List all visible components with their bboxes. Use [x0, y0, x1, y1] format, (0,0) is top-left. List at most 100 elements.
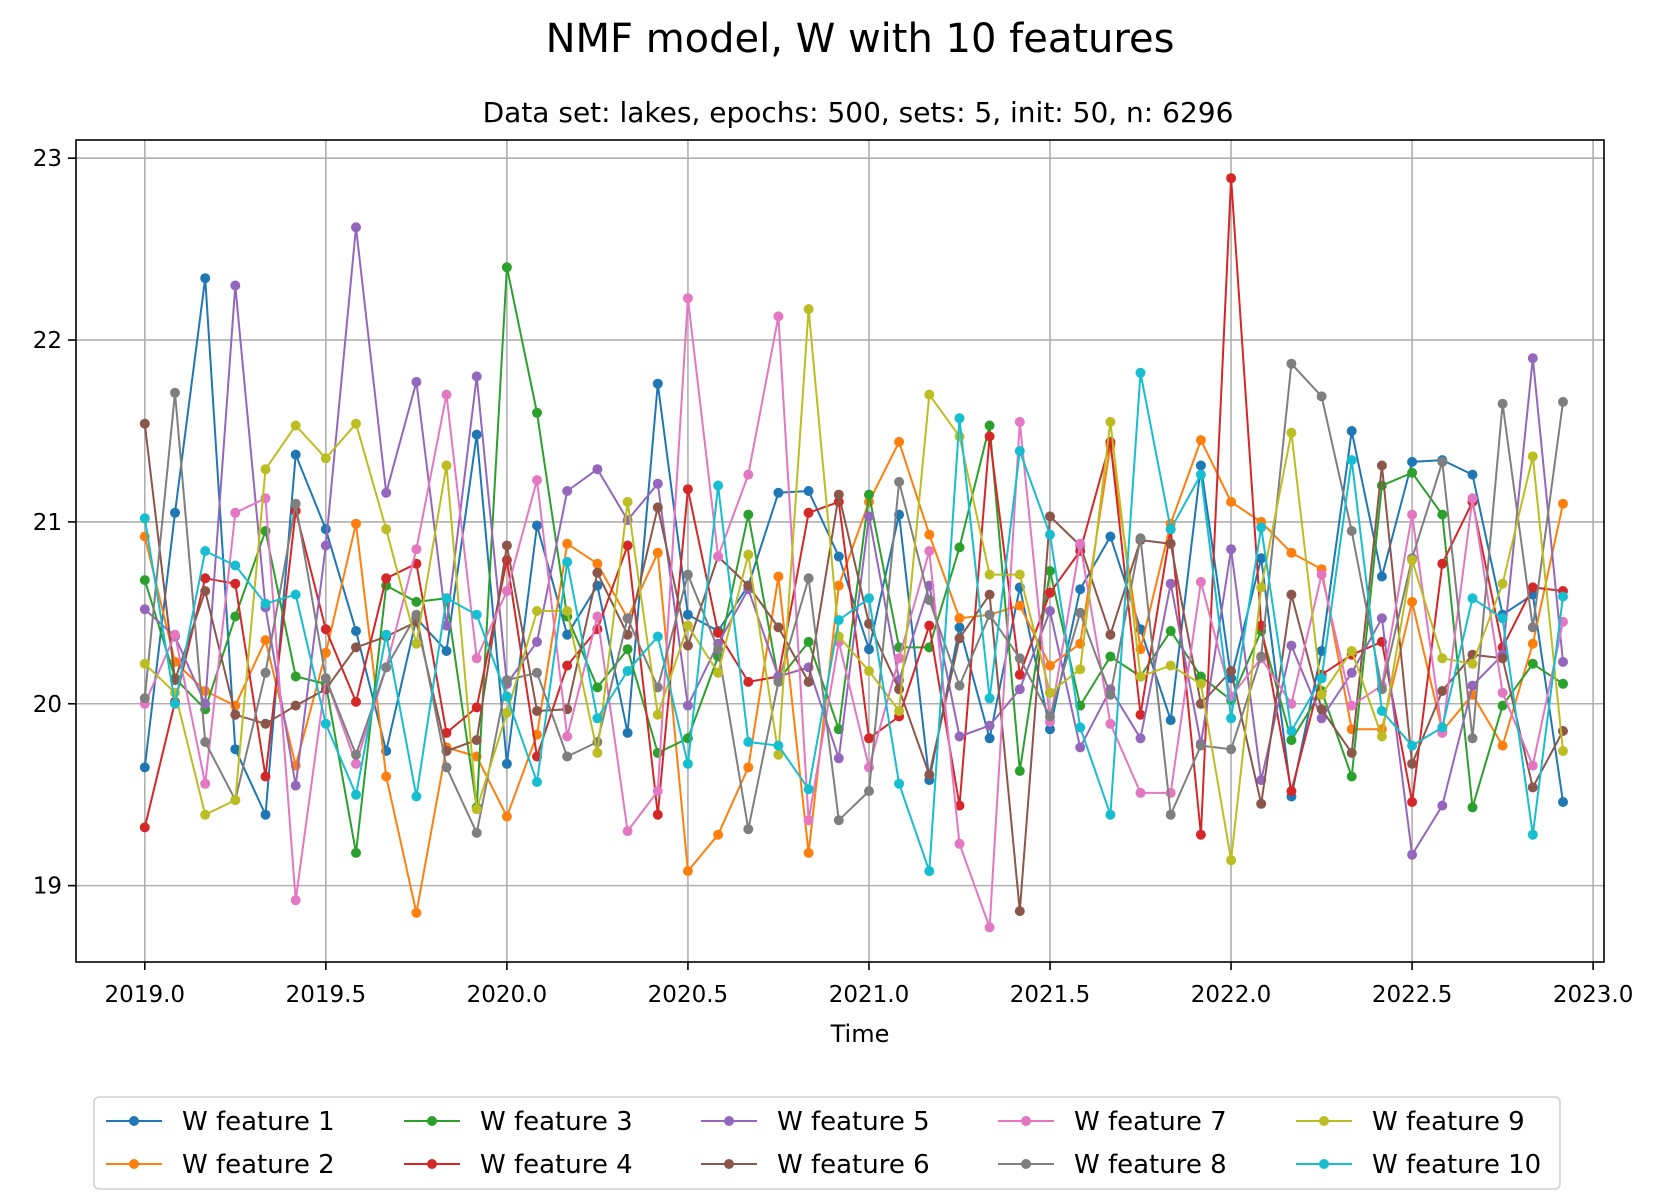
- data-point: [411, 544, 422, 555]
- data-point: [1316, 673, 1327, 684]
- data-point: [411, 638, 422, 649]
- data-point: [954, 731, 965, 742]
- data-point: [200, 737, 211, 747]
- x-tick-label: 2020.0: [467, 982, 547, 1008]
- data-point: [1165, 809, 1176, 820]
- data-point: [1045, 529, 1055, 540]
- data-point: [441, 620, 452, 631]
- data-point: [1105, 416, 1116, 427]
- data-point: [1286, 547, 1297, 558]
- data-point: [1407, 467, 1418, 478]
- x-axis-ticks: 2019.0 2019.5 2020.0 2020.5 2021.0 2021.5 2022…: [105, 962, 1633, 1008]
- data-point: [441, 593, 452, 604]
- data-point: [170, 507, 180, 518]
- data-point: [984, 431, 995, 442]
- data-point: [1497, 613, 1508, 624]
- data-point: [592, 682, 603, 693]
- data-point: [894, 706, 905, 716]
- legend-item: W feature 7: [998, 1107, 1227, 1137]
- data-point: [773, 571, 784, 582]
- data-point: [170, 387, 180, 398]
- x-tick-label: 2020.5: [648, 982, 728, 1008]
- data-point: [1346, 426, 1357, 436]
- data-point: [501, 811, 512, 822]
- data-point: [501, 707, 512, 718]
- data-point: [1527, 782, 1538, 793]
- data-point: [1135, 733, 1146, 744]
- data-point: [713, 480, 724, 491]
- data-point: [1467, 493, 1478, 504]
- legend-marker: [724, 1159, 734, 1169]
- legend-item: W feature 2: [106, 1150, 335, 1180]
- data-point: [1467, 658, 1478, 669]
- data-point: [1014, 446, 1025, 456]
- data-point: [1286, 698, 1297, 709]
- data-point: [954, 413, 965, 424]
- data-point: [924, 620, 935, 631]
- data-point: [532, 706, 542, 716]
- data-point: [230, 709, 241, 720]
- data-point: [743, 549, 754, 560]
- data-point: [471, 429, 482, 440]
- data-point: [1376, 613, 1387, 624]
- data-point: [833, 489, 844, 500]
- data-point: [652, 682, 663, 693]
- data-point: [320, 540, 331, 551]
- data-point: [1075, 584, 1086, 595]
- data-point: [139, 822, 150, 833]
- data-point: [501, 262, 512, 273]
- data-point: [652, 547, 663, 558]
- data-point: [1105, 809, 1116, 820]
- data-point: [1497, 700, 1508, 711]
- data-point: [864, 489, 874, 500]
- data-point: [320, 673, 331, 684]
- data-point: [984, 420, 995, 431]
- data-point: [1558, 591, 1568, 602]
- legend-label: W feature 5: [777, 1107, 930, 1137]
- data-point: [1558, 678, 1568, 689]
- data-point: [1467, 802, 1478, 813]
- data-point: [1286, 786, 1297, 797]
- data-point: [1376, 460, 1387, 471]
- data-point: [1407, 555, 1418, 566]
- data-point: [652, 478, 663, 489]
- data-point: [532, 667, 542, 678]
- data-point: [1045, 511, 1055, 522]
- data-point: [532, 475, 542, 486]
- data-point: [924, 595, 935, 606]
- series-layer: [139, 173, 1568, 933]
- data-point: [381, 629, 392, 640]
- data-point: [622, 613, 633, 624]
- data-point: [230, 578, 241, 589]
- data-point: [290, 895, 301, 906]
- data-point: [139, 693, 150, 704]
- data-point: [652, 502, 663, 513]
- data-point: [200, 778, 211, 789]
- data-point: [501, 586, 512, 596]
- data-point: [1437, 686, 1448, 696]
- data-point: [260, 771, 271, 782]
- data-point: [320, 453, 331, 464]
- data-point: [1195, 740, 1206, 751]
- data-point: [954, 838, 965, 849]
- data-point: [924, 389, 935, 400]
- data-point: [1376, 480, 1387, 491]
- legend-item: W feature 4: [404, 1150, 633, 1180]
- data-point: [894, 436, 905, 447]
- legend-label: W feature 2: [182, 1150, 335, 1180]
- data-point: [260, 718, 271, 729]
- data-point: [562, 486, 573, 496]
- data-point: [894, 684, 905, 695]
- data-point: [1135, 533, 1146, 544]
- data-point: [1014, 569, 1025, 580]
- data-point: [260, 464, 271, 475]
- data-point: [381, 771, 392, 782]
- data-point: [1014, 653, 1025, 664]
- data-point: [682, 620, 693, 631]
- data-point: [1075, 664, 1086, 675]
- data-point: [1075, 742, 1086, 753]
- data-point: [1256, 798, 1267, 809]
- data-point: [1165, 578, 1176, 589]
- data-point: [471, 702, 482, 713]
- data-point: [1407, 797, 1418, 807]
